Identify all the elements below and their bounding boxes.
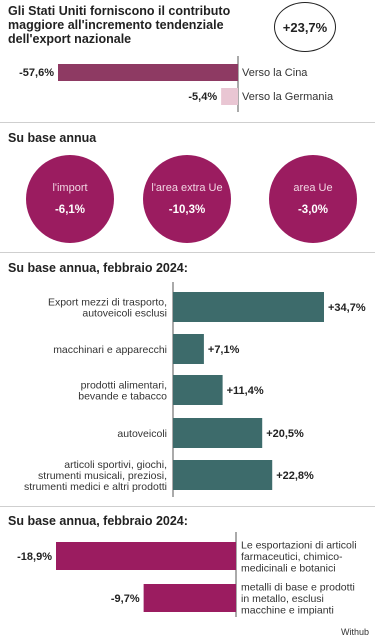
category-label: articoli sportivi, giochi, bbox=[64, 459, 167, 471]
category-label: autoveicoli esclusi bbox=[82, 308, 167, 320]
category-label: prodotti alimentari, bbox=[81, 380, 167, 392]
divider bbox=[0, 252, 375, 253]
chart-negative-categories: -18,9% Le esportazioni di articolifarmace… bbox=[17, 532, 357, 617]
value-label: +7,1% bbox=[208, 344, 240, 356]
value-label: -57,6% bbox=[19, 67, 54, 79]
bar bbox=[143, 584, 236, 612]
bar bbox=[56, 542, 236, 570]
title-line: dell'export nazionale bbox=[8, 32, 132, 46]
bubble-value: -10,3% bbox=[168, 204, 206, 216]
category-label: Verso la Germania bbox=[242, 91, 334, 103]
title-line: maggiore all'incremento tendenziale bbox=[8, 18, 224, 32]
divider bbox=[0, 122, 375, 123]
bar bbox=[58, 64, 238, 81]
value-label: +34,7% bbox=[328, 302, 366, 314]
bar bbox=[173, 334, 204, 364]
total-value: +23,7% bbox=[282, 19, 328, 35]
bubble-value: -6,1% bbox=[54, 204, 86, 216]
bar bbox=[173, 292, 324, 322]
divider bbox=[0, 506, 375, 507]
bubble: area Ue -3,0% bbox=[269, 155, 357, 243]
category-label: strumenti medici e altri prodotti bbox=[24, 481, 167, 493]
value-label: +11,4% bbox=[227, 385, 264, 397]
chart-categories: +34,7%Export mezzi di trasporto,autoveic… bbox=[24, 282, 366, 497]
category-label: Verso la Cina bbox=[242, 67, 308, 79]
bar bbox=[173, 375, 223, 405]
category-label: Le esportazioni di articoli bbox=[241, 540, 357, 552]
page-title: Gli Stati Uniti forniscono il contributo… bbox=[8, 4, 270, 46]
bubble: l'area extra Ue -10,3% bbox=[143, 155, 231, 243]
category-label: strumenti musicali, preziosi, bbox=[38, 470, 167, 482]
chart-destinations: -57,6% Verso la Cina -5,4% Verso la Germani… bbox=[19, 56, 334, 112]
value-label: +20,5% bbox=[266, 428, 304, 440]
value-label: -18,9% bbox=[17, 551, 52, 563]
bar bbox=[173, 460, 273, 490]
category-label: macchine e impianti bbox=[241, 605, 334, 617]
bubble-value: -3,0% bbox=[297, 204, 329, 216]
category-label: autoveicoli bbox=[117, 428, 167, 440]
category-label: Export mezzi di trasporto, bbox=[48, 297, 167, 309]
category-label: bevande e tabacco bbox=[78, 391, 167, 403]
bubble-label: l'area extra Ue bbox=[151, 182, 223, 194]
bubble-label: area Ue bbox=[293, 182, 333, 194]
source-credit: Withub bbox=[340, 627, 369, 637]
bar bbox=[173, 418, 263, 448]
category-label: farmaceutici, chimico- bbox=[241, 551, 343, 563]
category-label: in metallo, esclusi bbox=[241, 593, 324, 605]
category-label: medicinali e botanici bbox=[241, 563, 336, 575]
total-value-circle: +23,7% bbox=[274, 2, 336, 52]
value-label: +22,8% bbox=[276, 470, 314, 482]
value-label: -5,4% bbox=[188, 91, 217, 103]
category-label: macchinari e apparecchi bbox=[53, 344, 167, 356]
bubble: l'import -6,1% bbox=[26, 155, 114, 243]
title-line: Gli Stati Uniti forniscono il contributo bbox=[8, 4, 231, 18]
value-label: -9,7% bbox=[111, 593, 140, 605]
bar bbox=[221, 88, 238, 105]
category-label: metalli di base e prodotti bbox=[241, 582, 355, 594]
section-title: Su base annua, febbraio 2024: bbox=[8, 261, 188, 275]
section-title: Su base annua bbox=[8, 131, 97, 145]
section-title: Su base annua, febbraio 2024: bbox=[8, 514, 188, 528]
bubble-label: l'import bbox=[52, 182, 88, 194]
